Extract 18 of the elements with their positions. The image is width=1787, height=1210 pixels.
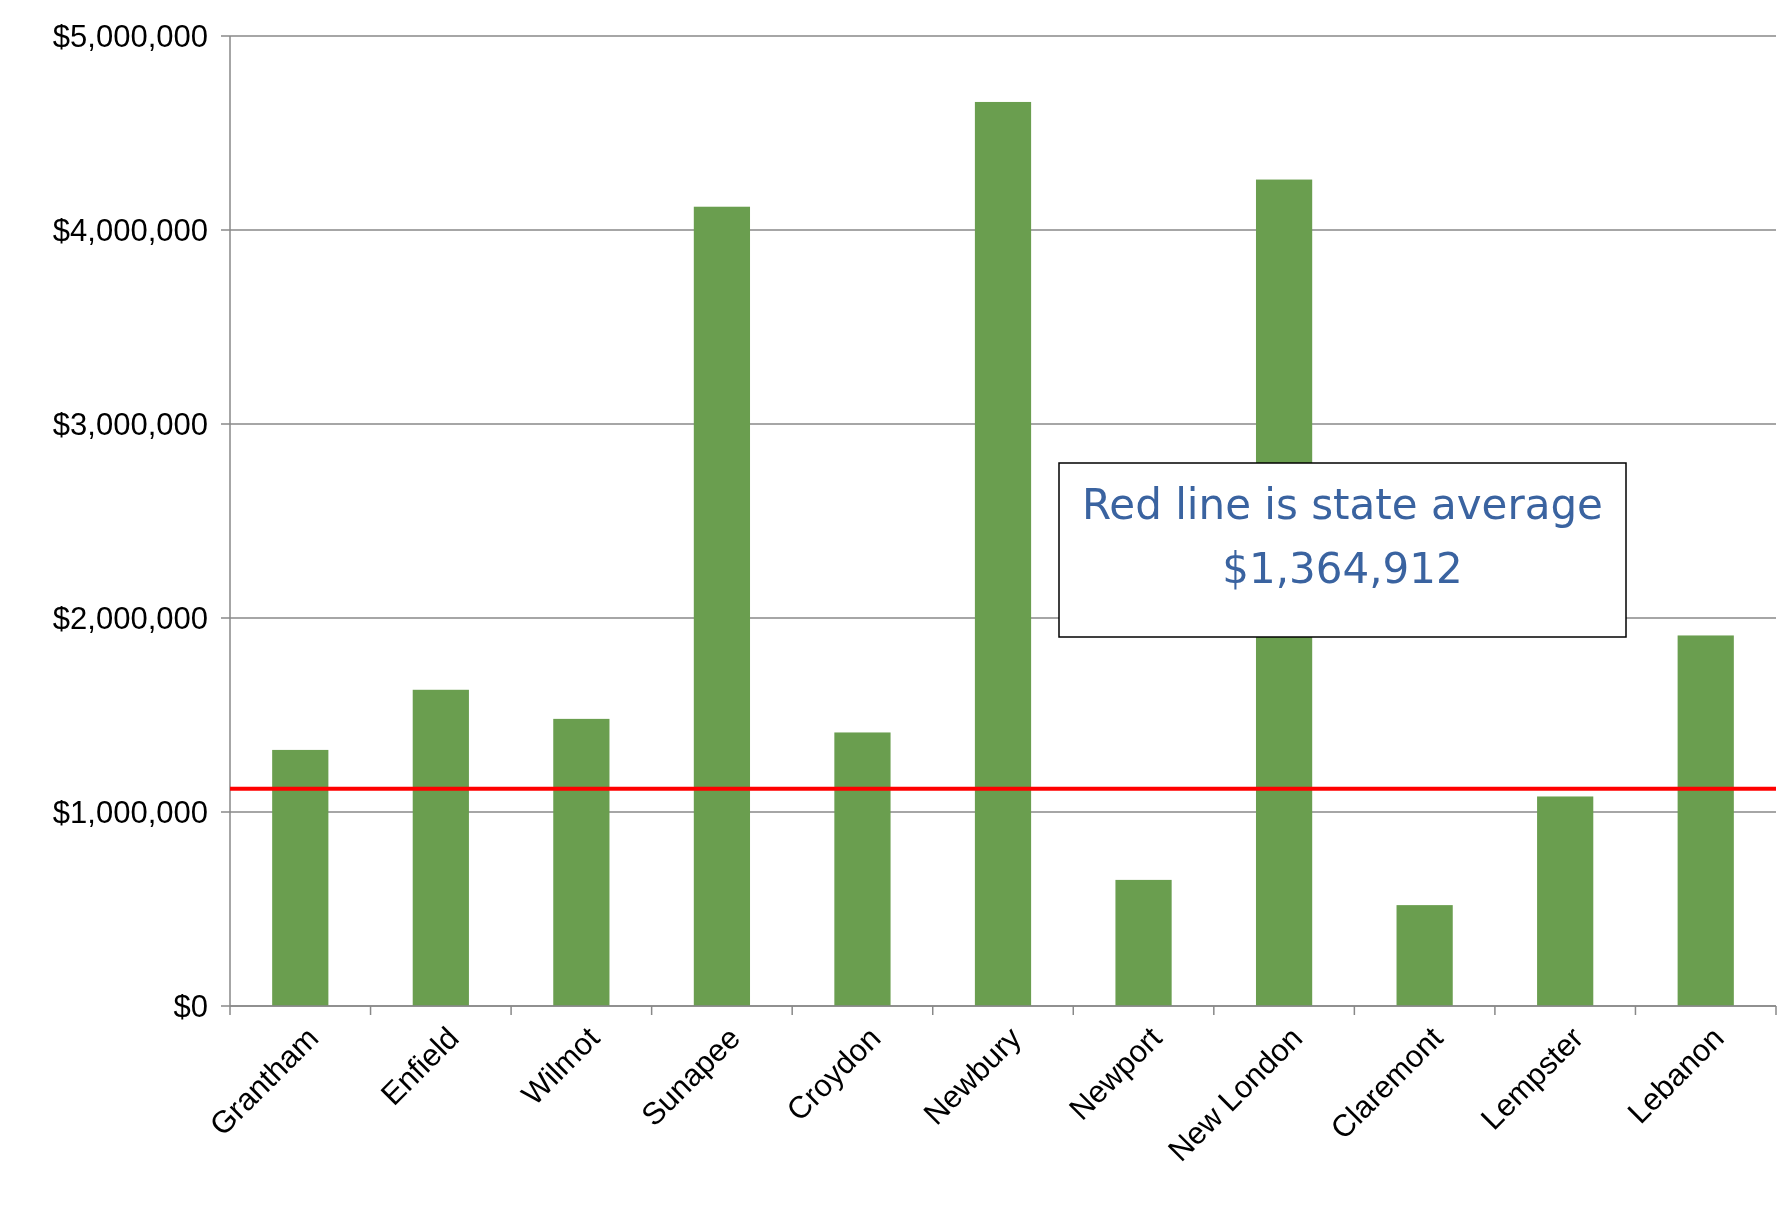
bar <box>974 101 1032 1006</box>
annotation: $1,364,912 <box>1222 544 1463 593</box>
bar <box>272 749 329 1006</box>
y-tick-label: $2,000,000 <box>52 600 208 636</box>
y-tick-label: $5,000,000 <box>52 18 208 54</box>
bar <box>553 718 610 1006</box>
bar <box>1677 635 1734 1006</box>
bar <box>1537 796 1594 1006</box>
y-tick-label: $4,000,000 <box>52 212 208 248</box>
y-tick-label: $1,000,000 <box>52 794 208 830</box>
bar <box>1396 905 1453 1006</box>
y-tick-label: $0 <box>173 988 208 1024</box>
bar <box>693 206 751 1006</box>
annotation: Red line is state average <box>1082 480 1603 529</box>
y-tick-label: $3,000,000 <box>52 406 208 442</box>
bar <box>412 689 469 1006</box>
bar <box>834 732 891 1006</box>
bar <box>1115 879 1172 1006</box>
